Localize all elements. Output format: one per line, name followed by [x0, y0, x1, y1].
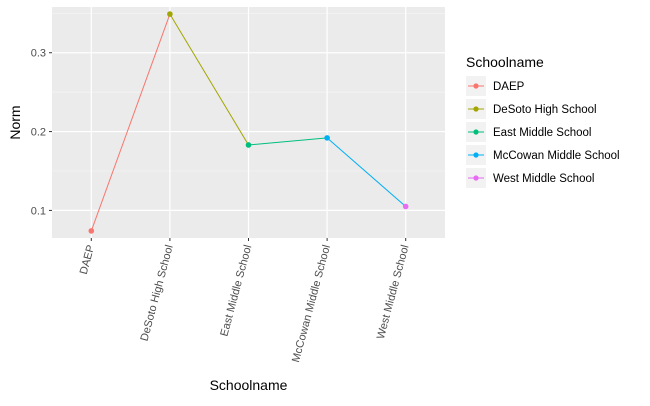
- chart-series: [90, 13, 407, 232]
- x-tick-label: DAEP: [78, 244, 97, 276]
- legend-point: [473, 83, 479, 89]
- legend-item: West Middle School: [466, 168, 594, 188]
- legend: Schoolname DAEP DeSoto High School East Mi…: [466, 54, 620, 188]
- legend-point: [473, 152, 479, 158]
- legend-title: Schoolname: [466, 54, 544, 70]
- legend-point: [473, 129, 479, 135]
- legend-point: [473, 175, 479, 181]
- data-point: [324, 135, 330, 141]
- legend-label: DAEP: [493, 81, 525, 93]
- legend-label: West Middle School: [493, 173, 594, 185]
- legend-items: DAEP DeSoto High School East Middle School…: [466, 76, 620, 188]
- legend-item: DeSoto High School: [466, 99, 597, 119]
- data-point: [88, 228, 95, 234]
- data-point: [402, 203, 409, 210]
- legend-item: DAEP: [466, 76, 525, 96]
- series-line-segment: [248, 137, 328, 146]
- data-point: [167, 11, 173, 17]
- legend-point: [473, 106, 479, 112]
- legend-label: McCowan Middle School: [493, 150, 620, 162]
- legend-item: East Middle School: [466, 122, 591, 142]
- data-point: [245, 142, 252, 148]
- x-tick-label: East Middle School: [218, 244, 254, 338]
- y-axis: 0.1 0.2 0.3: [31, 48, 52, 217]
- legend-label: DeSoto High School: [493, 104, 597, 116]
- series-line-segment: [169, 13, 249, 146]
- x-tick-label: West Middle School: [375, 244, 412, 341]
- y-tick-label: 0.2: [31, 127, 46, 139]
- series-line-segment: [90, 13, 171, 232]
- legend-item: McCowan Middle School: [466, 145, 620, 165]
- major-gridlines: [52, 7, 445, 238]
- y-axis-title: Norm: [7, 105, 23, 139]
- y-tick-label: 0.3: [31, 48, 46, 60]
- x-axis: DAEP DeSoto High School East Middle School…: [78, 238, 412, 364]
- x-tick-label: DeSoto High School: [139, 244, 176, 343]
- legend-label: East Middle School: [493, 127, 591, 139]
- y-tick-label: 0.1: [31, 205, 46, 217]
- series-line-segment: [326, 137, 407, 207]
- x-axis-title: Schoolname: [210, 377, 288, 393]
- chart-points: [88, 11, 409, 234]
- x-tick-label: McCowan Middle School: [290, 244, 333, 364]
